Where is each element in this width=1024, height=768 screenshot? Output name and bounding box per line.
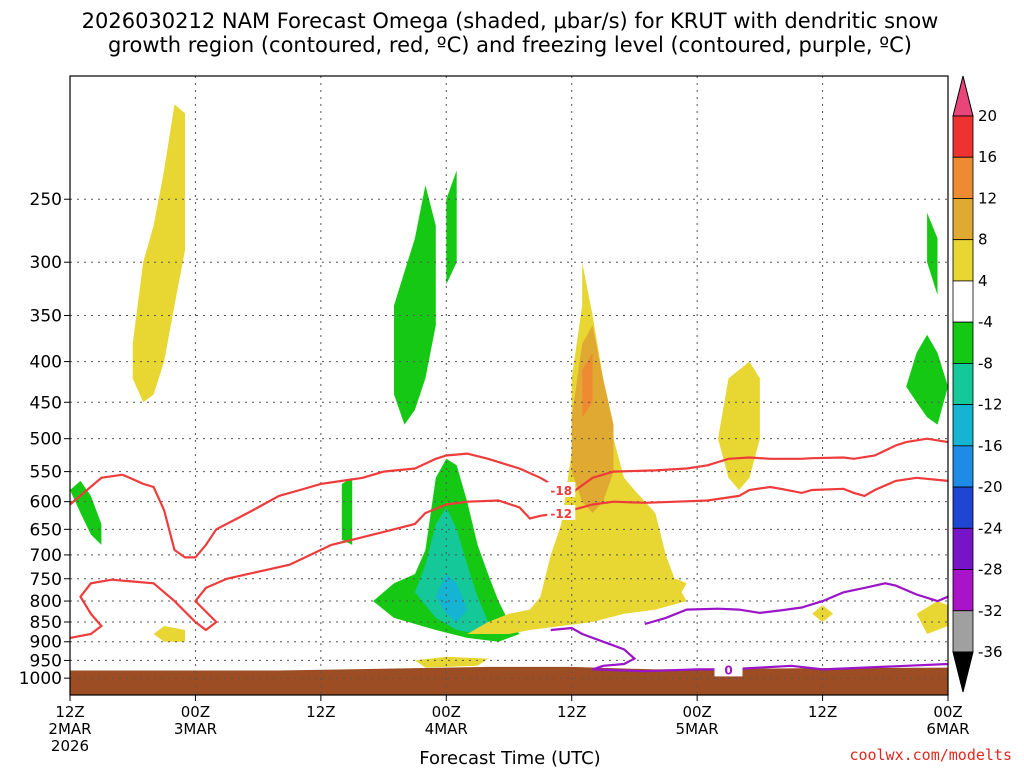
omega-neg-small2: [341, 477, 353, 545]
omega-pos-core2: [582, 352, 593, 418]
omega-neg-small: [446, 170, 457, 285]
y-tick-label: 450: [30, 393, 62, 413]
colorbar-label: 16: [978, 148, 997, 166]
terrain-fill: [70, 666, 948, 695]
contour-label-bg: [714, 661, 743, 677]
y-tick-label: 900: [30, 633, 62, 653]
x-tick-label: 12Z: [557, 703, 586, 721]
colorbar-segment: [952, 445, 974, 488]
omega-pos-small-left: [153, 626, 185, 642]
omega-neg-right2: [927, 212, 938, 296]
y-tick-label: 400: [30, 353, 62, 373]
colorbar-segment: [952, 198, 974, 241]
colorbar-label: -16: [978, 437, 1003, 455]
chart-title-line2: growth region (contoured, red, ºC) and f…: [108, 33, 912, 57]
dgz-lower: [69, 476, 949, 639]
x-tick-date: 5MAR: [676, 720, 719, 738]
colorbar-segment: [952, 404, 974, 447]
x-tick-label: 00Z: [682, 703, 711, 721]
colorbar-label: -36: [978, 643, 1003, 661]
colorbar-label: -28: [978, 561, 1003, 579]
contour-label: -18: [550, 484, 572, 498]
freezing-level-2: [644, 582, 949, 626]
contour-label-bg: [547, 504, 576, 520]
colorbar-segment: [952, 321, 974, 364]
y-tick-label: 550: [30, 463, 62, 483]
colorbar-segment: [952, 280, 974, 323]
colorbar-label: 4: [978, 272, 988, 290]
colorbar-segment: [952, 115, 974, 158]
colorbar: 20 16 12 8 4 -4 -8 -12 -16 -20 -24 -28 -32 -36: [952, 75, 1003, 693]
colorbar-label: 8: [978, 231, 988, 249]
contour-label: -12: [550, 507, 572, 521]
y-tick-label: 1000: [19, 669, 62, 689]
y-tick-label: 750: [30, 570, 62, 590]
plot-area: -18 -12 0 250 300 350 400 450 500 550 600 650 700 750…: [19, 75, 970, 755]
x-tick-year: 2026: [51, 737, 89, 755]
x-tick-date: 4MAR: [425, 720, 468, 738]
y-tick-label: 500: [30, 430, 62, 450]
colorbar-label: -32: [978, 602, 1003, 620]
omega-pos-low: [414, 656, 489, 668]
omega-pos-small-right: [916, 601, 948, 634]
omega-pos-core: [571, 325, 614, 513]
colorbar-label: -8: [978, 354, 993, 372]
colorbar-segment: [952, 610, 974, 653]
x-tick-label: 00Z: [933, 703, 962, 721]
colorbar-label: 20: [978, 107, 997, 125]
colorbar-segment: [952, 362, 974, 406]
y-tick-label: 950: [30, 651, 62, 671]
colorbar-label: -24: [978, 519, 1003, 537]
x-tick-date: 3MAR: [174, 720, 217, 738]
colorbar-segment: [952, 156, 974, 199]
colorbar-segment: [952, 569, 974, 612]
chart-title: 2026030212 NAM Forecast Omega (shaded, μ…: [82, 9, 939, 33]
colorbar-segment: [952, 239, 974, 282]
y-tick-label: 850: [30, 613, 62, 633]
y-tick-label: 250: [30, 190, 62, 210]
y-tick-label: 350: [30, 306, 62, 326]
omega-neg-core: [414, 507, 489, 634]
omega-pos-small3: [655, 578, 687, 602]
y-tick-label: 650: [30, 520, 62, 540]
y-tick-label: 300: [30, 253, 62, 273]
dgz-upper: [69, 437, 949, 559]
plot-frame: [69, 75, 949, 696]
colorbar-label: -12: [978, 396, 1003, 414]
colorbar-label: -20: [978, 478, 1003, 496]
contour-label: 0: [724, 663, 732, 677]
colorbar-segment: [952, 527, 974, 570]
omega-neg-upper: [394, 185, 436, 425]
credit-text[interactable]: coolwx.com/modelts: [849, 746, 1012, 764]
contour-label-bg: [547, 481, 576, 497]
x-tick-date: 6MAR: [926, 720, 969, 738]
omega-pos-small4: [812, 605, 833, 622]
colorbar-label: 12: [978, 189, 997, 207]
x-tick-label: 00Z: [432, 703, 461, 721]
omega-pos-right: [718, 361, 760, 490]
x-tick-label: 12Z: [306, 703, 335, 721]
x-tick-label: 12Z: [55, 703, 84, 721]
x-tick-date: 2MAR: [48, 720, 91, 738]
colorbar-segment: [952, 651, 974, 693]
x-tick-label: 00Z: [181, 703, 210, 721]
colorbar-label: -4: [978, 313, 993, 331]
colorbar-segment: [952, 75, 974, 117]
omega-neg-right: [906, 334, 948, 425]
colorbar-segment: [952, 486, 974, 529]
freezing-level: [550, 626, 949, 673]
omega-neg-core2: [435, 574, 468, 622]
omega-pos-upper-left: [132, 104, 185, 403]
y-tick-label: 700: [30, 546, 62, 566]
x-axis-title: Forecast Time (UTC): [419, 748, 600, 768]
y-tick-label: 800: [30, 592, 62, 612]
x-tick-label: 12Z: [808, 703, 837, 721]
y-tick-label: 600: [30, 493, 62, 513]
